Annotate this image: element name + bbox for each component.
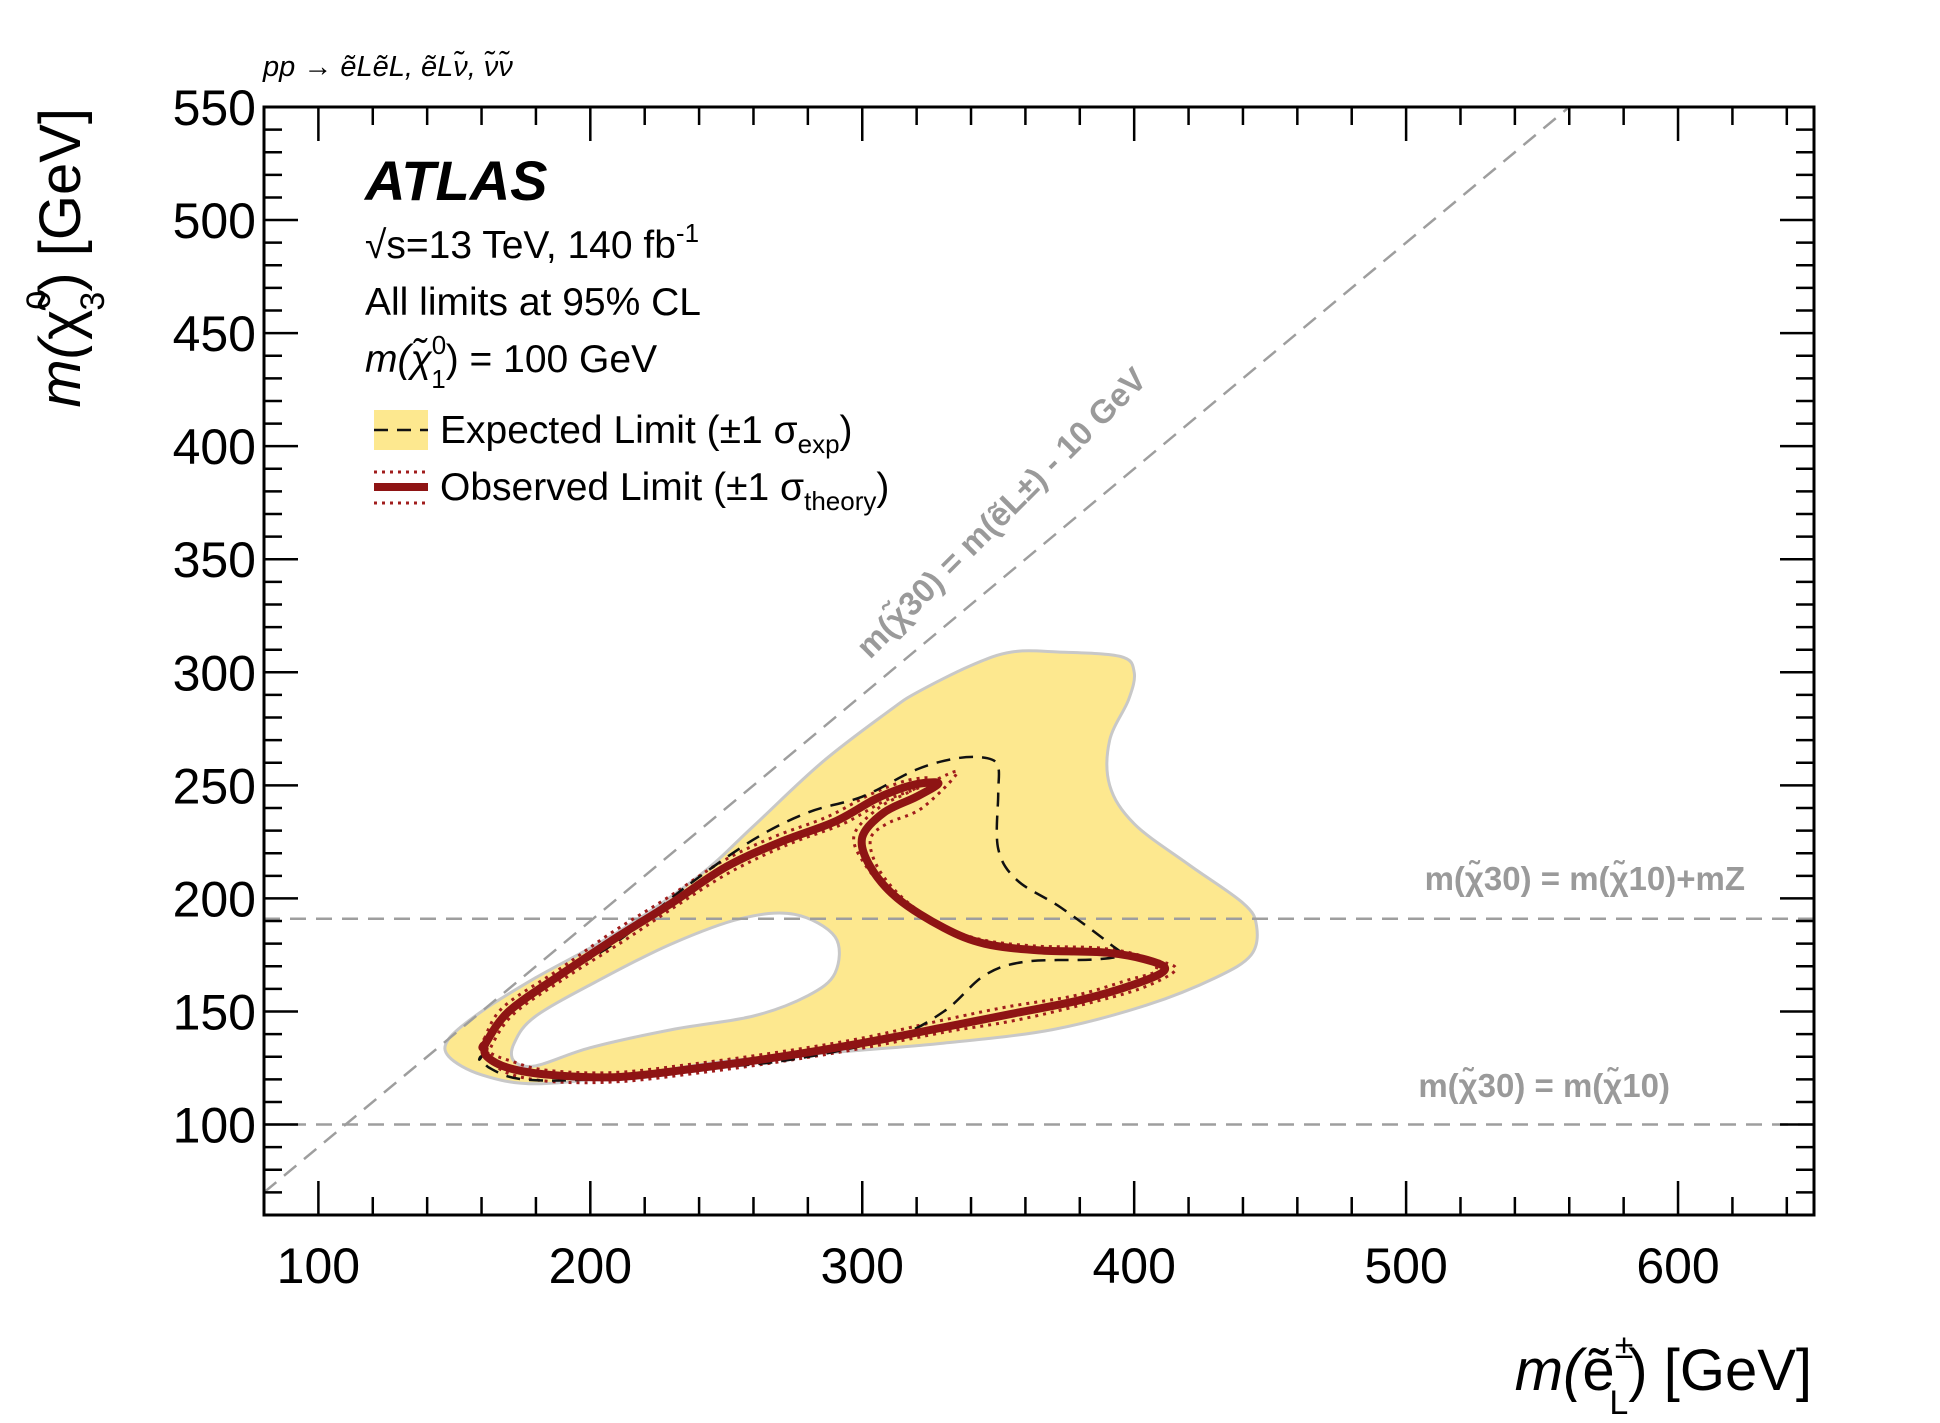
x-tick-label: 600: [1636, 1238, 1719, 1294]
y-tick-label: 400: [173, 419, 256, 475]
y-tick-label: 500: [173, 193, 256, 249]
expected-limit-band: [443, 649, 1259, 1086]
y-axis-title: m(χ̃0 3) [GeV]: [20, 108, 112, 408]
process-label: pp → ẽLẽL, ẽLν̃, ν̃ν̃: [262, 50, 513, 83]
axis-tick-labels: 100 200 300 400 500 600 100 150 200 250 300 350 400 4…: [173, 80, 1720, 1294]
y-tick-label: 100: [173, 1098, 256, 1154]
legend: Expected Limit (±1 σexp) Observed Limit …: [374, 409, 889, 516]
lsp-mass-label: m(χ̃0 1) = 100 GeV: [365, 330, 657, 394]
y-tick-label: 200: [173, 871, 256, 927]
cl-label: All limits at 95% CL: [365, 281, 701, 324]
atlas-label: ATLAS: [363, 149, 548, 212]
axis-ticks: [262, 105, 1814, 1217]
mz-line-label: m(χ̃30) = m(χ̃10)+mZ: [1425, 859, 1745, 897]
x-axis-title: m(ẽ± L) [GeV]: [1515, 1328, 1812, 1422]
expected-limit-line: [477, 755, 1123, 1082]
diagonal-line-label: m(χ̃30) = m(ẽL±) - 10 GeV: [848, 360, 1153, 665]
lsp-line-label: m(χ̃30) = m(χ̃10): [1418, 1066, 1670, 1104]
y-tick-label: 250: [173, 758, 256, 814]
y-tick-label: 300: [173, 645, 256, 701]
legend-observed-label: Observed Limit (±1 σtheory): [440, 466, 889, 516]
observed-limit-line: [478, 778, 1170, 1082]
x-tick-label: 100: [277, 1238, 360, 1294]
x-tick-label: 300: [821, 1238, 904, 1294]
diagonal-reference-line: [264, 107, 1571, 1194]
y-tick-label: 550: [173, 80, 256, 136]
y-tick-label: 350: [173, 532, 256, 588]
y-tick-label: 150: [173, 984, 256, 1040]
energy-luminosity: √s=13 TeV, 140 fb-1: [365, 218, 699, 267]
x-tick-label: 200: [549, 1238, 632, 1294]
y-tick-label: 450: [173, 306, 256, 362]
legend-expected-label: Expected Limit (±1 σexp): [440, 409, 853, 459]
plot-frame: [262, 105, 1816, 1217]
x-tick-label: 400: [1092, 1238, 1175, 1294]
x-tick-label: 500: [1364, 1238, 1447, 1294]
